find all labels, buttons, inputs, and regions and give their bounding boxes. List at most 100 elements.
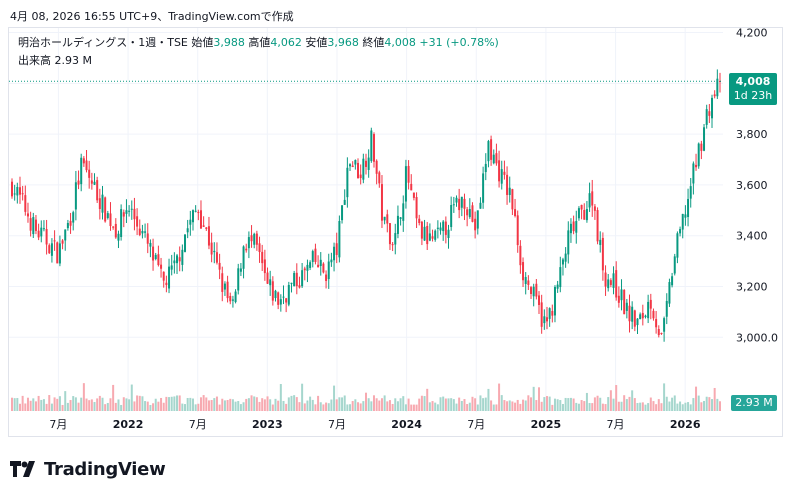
volume-bar [615,385,618,411]
candle-body [210,242,213,255]
chart-frame[interactable] [8,27,783,437]
volume-bar [218,404,221,411]
symbol-label[interactable]: 明治ホールディングス・1週・TSE [18,36,188,49]
volume-bar [588,403,591,411]
x-tick-label: 2022 [113,418,144,431]
candle-body [423,226,426,241]
volume-bar [386,401,389,411]
volume-bar [114,402,117,411]
candle-body [362,158,365,180]
candle-body [255,233,258,245]
volume-bar [687,402,690,411]
volume-bar [24,403,27,411]
volume-bar [673,395,676,411]
volume-bar [476,404,479,411]
volume-bar [617,401,620,411]
volume-bar [88,400,91,411]
candle-body [372,134,375,162]
volume-bar [641,402,644,411]
candle-body [391,244,394,246]
candle-body [322,263,325,273]
x-tick-label: 2025 [531,418,562,431]
candle-body [396,215,399,234]
candle-body [335,243,338,255]
candle-body [681,213,684,230]
candle-body [575,221,578,233]
candle-body [303,268,306,271]
volume-bar [255,397,258,411]
x-tick-label: 7月 [607,418,625,431]
candle-body [591,191,594,206]
volume-bar [77,402,80,411]
candle-body [716,78,719,97]
candle-body [125,210,128,214]
snapshot-caption: 4月 08, 2026 16:55 UTC+9、TradingView.comで… [10,10,294,23]
candle-body [223,283,226,290]
volume-bar [436,404,439,411]
candle-body [412,192,415,198]
candle-body [580,204,583,210]
tradingview-logo[interactable]: TradingView [10,458,166,480]
x-tick-label: 2026 [670,418,701,431]
candle-body [436,227,439,229]
candle-body [466,209,469,216]
candle-body [29,218,32,231]
volume-bar [176,395,179,411]
candle-body [327,261,330,280]
candle-body [309,262,312,268]
candle-body [120,209,123,238]
candle-body [428,233,431,241]
volume-bar [274,398,277,411]
volume-bar [649,397,652,411]
candle-body [330,259,333,263]
candle-body [394,233,397,245]
candle-body [649,299,652,309]
volume-bar [309,396,312,411]
volume-bar [333,385,336,411]
volume-bar [684,402,687,411]
volume-bar [341,397,344,411]
volume-bar [463,399,466,411]
candle-body [522,262,525,281]
volume-bar [117,399,120,411]
volume-bar [671,397,674,411]
candle-body [697,143,700,167]
candle-body [633,310,636,327]
volume-bar [213,398,216,411]
candle-body [498,160,501,182]
volume-bar [32,398,35,411]
volume-bar [146,401,149,411]
candle-body [93,181,96,185]
candle-body [226,281,229,299]
volume-bar [559,400,562,411]
candle-body [181,249,184,265]
volume-bar [420,395,423,411]
candle-body [144,231,147,233]
candle-body [266,272,269,284]
candle-body [612,273,615,288]
candle-body [455,197,458,203]
volume-bar [439,397,442,411]
volume-bar [577,403,580,411]
volume-bar [633,398,636,411]
candle-body [293,272,296,287]
volume-bar [479,395,482,411]
candle-body [13,193,16,195]
volume-bar [575,402,578,411]
volume-bar [647,403,650,411]
candle-body [90,180,93,184]
candle-body [341,205,344,221]
candle-body [569,223,572,234]
candle-body [96,180,99,201]
candle-body [404,166,407,202]
volume-bar [109,398,112,411]
candle-body [253,233,256,245]
volume-bar [719,401,721,411]
candle-body [351,165,354,167]
candle-body [460,196,463,208]
volume-bar [503,400,506,411]
volume-bar [141,396,144,411]
candle-body [689,186,692,199]
candle-body [556,284,559,289]
